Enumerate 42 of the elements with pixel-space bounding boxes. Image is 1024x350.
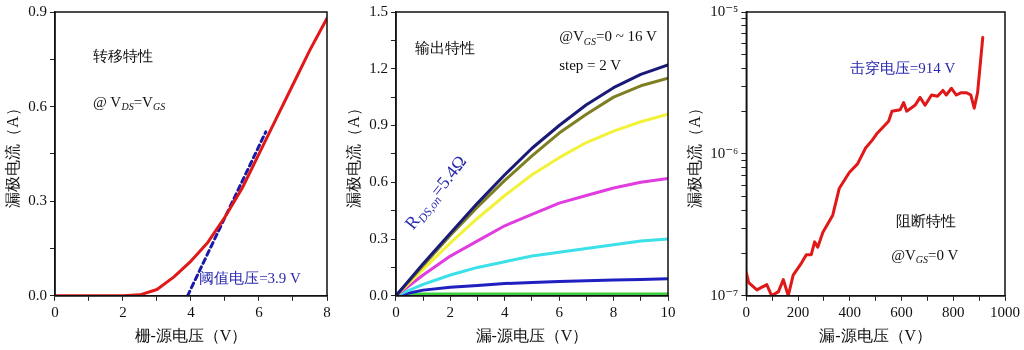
y-tick-label: 1.5 [369, 2, 388, 19]
x-tick-label: 4 [187, 303, 196, 320]
x-tick-label: 2 [446, 303, 455, 320]
x-tick-label: 6 [555, 303, 564, 320]
x-tick-label: 600 [890, 303, 913, 320]
annotation: step = 2 V [559, 56, 622, 73]
x-tick-label: 0 [742, 303, 751, 320]
y-axis-title: 漏极电流（A） [685, 100, 703, 208]
x-axis-title: 漏-源电压（V） [475, 326, 589, 344]
y-tick-label: 0.9 [28, 2, 47, 19]
x-tick-label: 4 [501, 303, 510, 320]
y-axis-title: 漏极电流（A） [344, 100, 362, 208]
x-tick-label: 8 [609, 303, 618, 320]
y-tick-label: 10⁻⁶ [710, 144, 739, 161]
y-axis-title: 漏极电流（A） [3, 100, 21, 208]
x-tick-label: 200 [786, 303, 810, 320]
x-tick-label: 2 [119, 303, 127, 320]
y-tick-label: 10⁻⁵ [710, 2, 739, 19]
x-tick-label: 10 [660, 303, 676, 320]
y-tick-label: 0.0 [369, 286, 388, 303]
y-tick-label: 0.9 [369, 116, 388, 133]
x-tick-label: 0 [51, 303, 59, 320]
y-tick-label: 0.3 [28, 192, 47, 209]
x-axis-title: 栅-源电压（V） [134, 326, 248, 344]
x-tick-label: 1000 [990, 303, 1020, 320]
x-axis-title: 漏-源电压（V） [819, 326, 933, 344]
x-tick-label: 0 [392, 303, 400, 320]
annotation: 阈值电压=3.9 V [199, 269, 302, 286]
y-tick-label: 1.2 [369, 59, 388, 76]
annotation: 阻断特性 [896, 212, 957, 229]
y-tick-label: 0.3 [369, 229, 388, 246]
y-tick-label: 0.6 [369, 173, 389, 190]
x-tick-label: 6 [255, 303, 264, 320]
y-tick-label: 10⁻⁷ [710, 286, 739, 303]
y-tick-label: 0.0 [28, 286, 47, 303]
x-tick-label: 8 [323, 303, 331, 320]
x-tick-label: 400 [838, 303, 862, 320]
x-tick-label: 800 [942, 303, 965, 320]
annotation: 击穿电压=914 V [849, 59, 956, 76]
annotation: 输出特性 [414, 39, 475, 56]
y-tick-label: 0.6 [28, 97, 48, 114]
annotation: 转移特性 [93, 48, 154, 65]
